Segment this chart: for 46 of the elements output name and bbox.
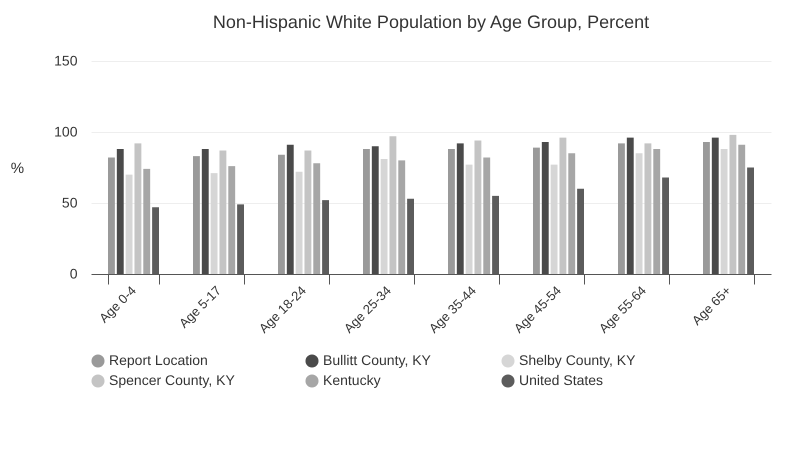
bar (474, 140, 482, 274)
bar (568, 153, 576, 274)
bar (304, 150, 312, 274)
y-tick-label: 100 (54, 124, 78, 140)
y-tick-label: 150 (54, 52, 78, 68)
bar (738, 144, 746, 274)
bar (219, 150, 226, 274)
bar (448, 149, 455, 274)
bar (398, 160, 406, 274)
bar (296, 172, 303, 274)
bar (550, 164, 558, 274)
bar (313, 163, 320, 274)
bar (533, 148, 540, 274)
bar (653, 149, 660, 274)
bar (466, 164, 473, 274)
y-tick-label: 50 (62, 194, 78, 210)
legend-label: Spencer County, KY (109, 372, 236, 388)
x-tick-label: Age 65+ (688, 282, 734, 328)
bar (210, 173, 218, 274)
bar (278, 154, 285, 274)
legend-label: Kentucky (323, 372, 381, 388)
bar (703, 142, 710, 274)
legend-label: Bullitt County, KY (323, 352, 432, 368)
y-axis-title: % (10, 160, 24, 177)
bar (559, 138, 566, 274)
bar (644, 143, 652, 274)
chart-title: Non-Hispanic White Population by Age Group, Percent (212, 12, 650, 32)
y-tick-label: 0 (70, 266, 78, 282)
x-tick-label: Age 0-4 (96, 282, 139, 326)
bar (363, 149, 370, 274)
bar (143, 168, 150, 274)
bar (618, 143, 625, 274)
bar (483, 158, 490, 274)
bar (126, 174, 133, 274)
bar (636, 153, 643, 274)
bar (720, 149, 728, 274)
legend-label: Report Location (109, 352, 208, 368)
bar (108, 158, 115, 274)
bar (729, 134, 736, 274)
legend-label: Shelby County, KY (519, 352, 636, 368)
bar (193, 156, 200, 274)
legend-label: United States (519, 372, 604, 388)
bar (389, 136, 396, 274)
bar (134, 143, 142, 274)
bar (380, 158, 388, 274)
bar (228, 166, 236, 274)
